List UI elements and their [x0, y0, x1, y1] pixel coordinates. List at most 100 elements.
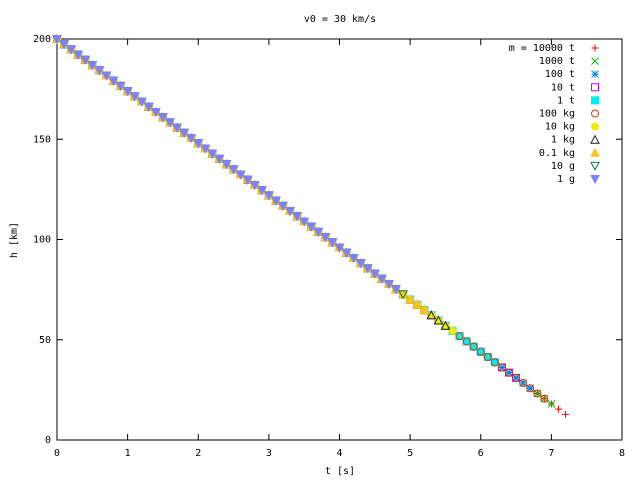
data-point — [73, 50, 84, 60]
legend-label: m = 10000 t — [509, 43, 575, 54]
data-point — [476, 347, 485, 356]
data-point — [278, 201, 288, 211]
data-point — [455, 332, 464, 341]
legend-label: 10 g — [551, 161, 575, 172]
data-point — [52, 35, 62, 45]
data-point — [313, 227, 324, 237]
data-point — [348, 253, 359, 264]
legend-label: 0.1 kg — [539, 148, 575, 159]
legend-label: 10 kg — [545, 122, 575, 133]
legend-label: 1000 t — [539, 56, 575, 67]
data-point — [562, 410, 569, 418]
data-point — [462, 337, 471, 346]
data-point — [264, 191, 274, 201]
data-point — [242, 175, 253, 185]
y-tick-label: 0 — [45, 435, 51, 446]
data-point — [540, 394, 549, 403]
legend-label: 100 t — [545, 69, 575, 80]
data-point — [115, 81, 126, 91]
data-point — [207, 149, 218, 159]
data-point — [519, 379, 528, 388]
data-point — [490, 358, 499, 367]
data-point — [504, 368, 514, 377]
data-point — [136, 97, 147, 107]
data-point — [526, 384, 535, 393]
legend-marker — [590, 109, 600, 118]
y-axis-label: h [km] — [9, 222, 20, 258]
legend-label: 1 g — [557, 174, 575, 185]
data-point — [271, 196, 281, 206]
data-point — [398, 290, 408, 300]
data-point — [505, 368, 513, 377]
data-point — [306, 222, 317, 232]
data-point — [285, 207, 295, 217]
data-point — [292, 212, 302, 222]
legend-label: 1 t — [557, 95, 575, 106]
chart-title: v0 = 30 km/s — [304, 14, 376, 25]
x-tick-label: 3 — [266, 448, 272, 459]
legend-marker — [591, 70, 599, 79]
x-tick-label: 2 — [195, 448, 201, 459]
y-tick-label: 50 — [39, 335, 51, 346]
data-point — [122, 87, 133, 97]
data-point — [512, 373, 521, 382]
data-point — [362, 264, 373, 274]
x-axis-label: t [s] — [325, 466, 355, 477]
legend-label: 1 kg — [551, 135, 575, 146]
data-point — [526, 384, 535, 393]
data-point — [101, 71, 112, 81]
data-point — [554, 405, 562, 413]
data-point — [355, 259, 366, 269]
data-point — [214, 154, 225, 164]
data-point — [327, 238, 338, 248]
data-point — [469, 342, 478, 351]
data-point — [108, 76, 119, 86]
data-point — [320, 233, 331, 243]
y-tick-label: 200 — [33, 34, 51, 45]
data-point — [512, 373, 520, 382]
legend-label: 100 kg — [539, 109, 575, 120]
data-point — [256, 186, 267, 196]
data-point — [186, 134, 197, 144]
data-point — [498, 363, 506, 372]
data-point — [59, 40, 69, 50]
legend-marker — [591, 44, 599, 52]
legend-marker — [590, 122, 600, 131]
legend-marker — [590, 134, 600, 144]
data-point — [129, 92, 140, 102]
legend-marker — [591, 83, 599, 92]
data-point — [299, 217, 310, 227]
data-point — [193, 139, 204, 149]
data-point — [384, 280, 394, 290]
data-point — [200, 144, 211, 154]
legend-marker — [590, 175, 600, 185]
data-point — [426, 310, 437, 320]
data-point — [228, 165, 239, 175]
y-tick-label: 100 — [33, 235, 51, 246]
x-tick-label: 7 — [548, 448, 554, 459]
data-point — [369, 269, 380, 279]
x-tick-label: 5 — [407, 448, 413, 459]
legend-marker — [590, 147, 600, 157]
data-point — [221, 160, 232, 170]
data-point — [497, 363, 506, 372]
data-point — [377, 274, 387, 284]
data-point — [66, 45, 76, 55]
data-point — [151, 107, 161, 118]
data-point — [80, 55, 91, 65]
data-point — [165, 118, 175, 128]
x-tick-label: 6 — [478, 448, 484, 459]
data-point — [483, 353, 492, 361]
data-point — [412, 299, 423, 309]
data-point — [94, 66, 105, 76]
data-point — [249, 180, 260, 191]
data-point — [533, 389, 542, 398]
legend-label: 10 t — [551, 82, 575, 93]
x-tick-label: 4 — [336, 448, 342, 459]
data-point — [334, 243, 345, 253]
y-tick-label: 150 — [33, 134, 51, 145]
x-tick-label: 8 — [619, 448, 625, 459]
data-point — [158, 113, 168, 123]
